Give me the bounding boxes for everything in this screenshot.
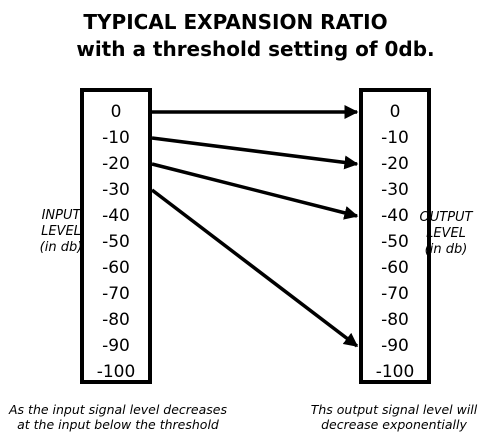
output-label-line-2: LEVEL xyxy=(426,226,466,241)
output-tick-0: 0 xyxy=(389,102,401,122)
output-caption-line-2: decrease exponentially xyxy=(321,417,467,432)
input-tick-minus10: -10 xyxy=(102,128,130,148)
input-tick-minus90: -90 xyxy=(102,336,130,356)
output-level-scale: 0 -10 -20 -30 -40 -50 -60 -70 -80 -90 -100 xyxy=(359,88,431,384)
input-tick-minus80: -80 xyxy=(102,310,130,330)
output-tick-minus50: -50 xyxy=(381,232,409,252)
input-caption: As the input signal level decreases at t… xyxy=(0,402,236,432)
output-label-line-3: (in db) xyxy=(424,242,468,257)
input-label-line-3: (in db) xyxy=(39,240,83,255)
input-tick-minus40: -40 xyxy=(102,206,130,226)
output-tick-minus100: -100 xyxy=(375,362,415,382)
output-tick-minus80: -80 xyxy=(381,310,409,330)
input-label-line-1: INPUT xyxy=(41,208,81,223)
output-caption: Ths output signal level will decrease ex… xyxy=(296,402,487,432)
diagram-title-line-1: TYPICAL EXPANSION RATIO xyxy=(83,10,388,34)
input-tick-0: 0 xyxy=(110,102,122,122)
input-tick-minus30: -30 xyxy=(102,180,130,200)
input-tick-minus20: -20 xyxy=(102,154,130,174)
input-tick-minus70: -70 xyxy=(102,284,130,304)
output-tick-minus20: -20 xyxy=(381,154,409,174)
output-tick-minus60: -60 xyxy=(381,258,409,278)
input-level-scale: 0 -10 -20 -30 -40 -50 -60 -70 -80 -90 -100 xyxy=(80,88,152,384)
diagram-title-line-2: with a threshold setting of 0db. xyxy=(76,37,435,61)
output-tick-minus40: -40 xyxy=(381,206,409,226)
output-caption-line-1: Ths output signal level will xyxy=(310,402,478,417)
arrow-minus10-to-minus20 xyxy=(151,136,359,170)
input-caption-line-2: at the input below the threshold xyxy=(17,417,219,432)
arrow-minus30-to-minus90 xyxy=(150,188,359,348)
arrow-minus20-to-minus40 xyxy=(151,162,359,220)
input-caption-line-1: As the input signal level decreases xyxy=(9,402,227,417)
output-tick-minus90: -90 xyxy=(381,336,409,356)
output-label-line-1: OUTPUT xyxy=(419,210,473,225)
output-tick-minus70: -70 xyxy=(381,284,409,304)
input-level-label: INPUT LEVEL (in db) xyxy=(34,208,88,256)
input-tick-minus50: -50 xyxy=(102,232,130,252)
input-label-line-2: LEVEL xyxy=(41,224,81,239)
input-tick-minus100: -100 xyxy=(96,362,136,382)
input-tick-minus60: -60 xyxy=(102,258,130,278)
output-tick-minus10: -10 xyxy=(381,128,409,148)
output-tick-minus30: -30 xyxy=(381,180,409,200)
output-level-label: OUTPUT LEVEL (in db) xyxy=(414,210,478,258)
